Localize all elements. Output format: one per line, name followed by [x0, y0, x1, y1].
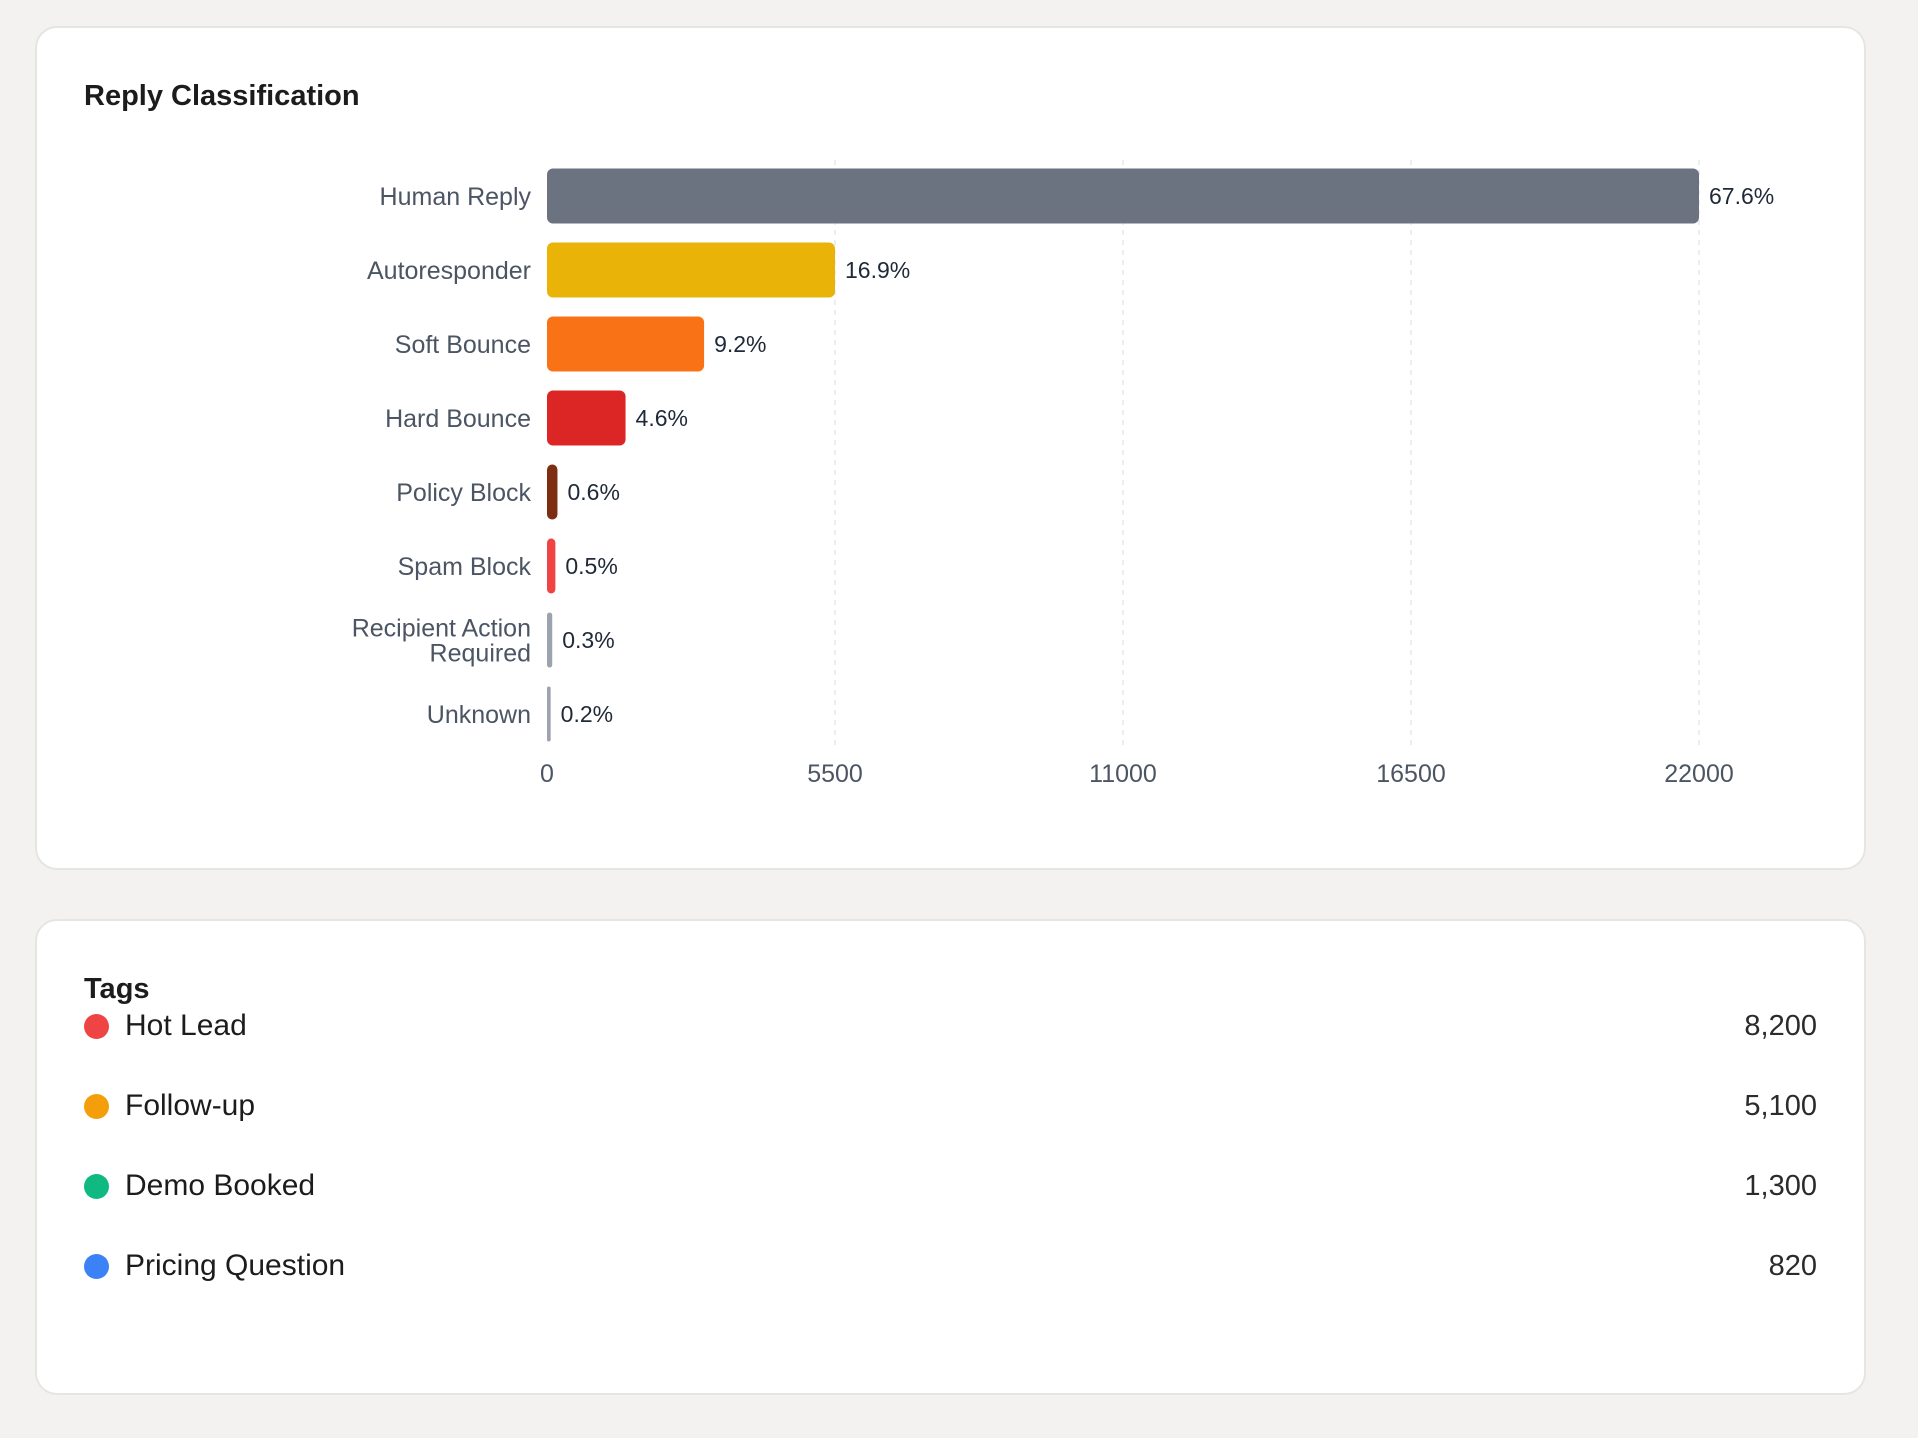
reply-classification-card: 0 5500 11000 16500 22000 Human Reply 67.6% Auto… [35, 26, 1866, 870]
category-label: Unknown [427, 701, 531, 729]
bar [547, 464, 558, 520]
bar [547, 316, 705, 372]
category-label: Hard Bounce [385, 405, 531, 433]
x-tick-label: 0 [540, 760, 554, 788]
data-label: 67.6% [1709, 183, 1774, 209]
bar [547, 242, 835, 298]
category-label: Policy Block [396, 479, 531, 507]
tag-label: Demo Booked [125, 1169, 316, 1202]
data-label: 4.6% [636, 405, 688, 431]
category-label: Human Reply [380, 183, 532, 211]
tag-color-dot [84, 1093, 109, 1119]
tag-count: 5,100 [1744, 1089, 1817, 1122]
data-label: 16.9% [845, 257, 910, 283]
tag-color-dot [84, 1013, 109, 1039]
tag-color-dot [84, 1253, 109, 1279]
data-label: 0.2% [561, 701, 613, 727]
x-tick-label: 11000 [1089, 760, 1157, 788]
tag-row-follow-up[interactable]: Follow-up 5,100 [84, 1081, 1817, 1131]
category-label: Soft Bounce [395, 331, 531, 359]
tag-label: Pricing Question [125, 1249, 346, 1282]
tag-count: 820 [1768, 1249, 1817, 1282]
tag-count: 8,200 [1744, 1009, 1817, 1042]
x-tick-label: 16500 [1376, 760, 1446, 788]
category-label: Recipient Action Required [352, 615, 531, 668]
category-label: Autoresponder [367, 257, 531, 285]
bar [547, 686, 551, 742]
data-label: 0.5% [565, 553, 617, 579]
bar [547, 168, 1699, 224]
data-label: 9.2% [714, 331, 766, 357]
bar [547, 538, 556, 594]
bar [547, 390, 626, 446]
tag-count: 1,300 [1744, 1169, 1817, 1202]
bar [547, 612, 553, 668]
reply-classification-chart: 0 5500 11000 16500 22000 Human Reply 67.6% Auto… [352, 160, 1774, 788]
tags-card: Tags Hot Lead 8,200 Follow-up 5,100 Demo Boo… [35, 919, 1866, 1395]
reply-classification-title: Reply Classification [84, 80, 360, 112]
tags-title: Tags [84, 973, 150, 1005]
tag-label: Follow-up [125, 1089, 256, 1122]
tag-label: Hot Lead [125, 1009, 247, 1042]
x-tick-label: 5500 [807, 760, 863, 788]
tag-row-hot-lead[interactable]: Hot Lead 8,200 [84, 1001, 1817, 1051]
x-tick-label: 22000 [1664, 760, 1734, 788]
tag-row-pricing-question[interactable]: Pricing Question 820 [84, 1241, 1817, 1291]
data-label: 0.3% [562, 627, 614, 653]
data-label: 0.6% [567, 479, 619, 505]
tag-color-dot [84, 1173, 109, 1199]
category-label: Spam Block [398, 553, 532, 581]
tag-row-demo-booked[interactable]: Demo Booked 1,300 [84, 1161, 1817, 1211]
